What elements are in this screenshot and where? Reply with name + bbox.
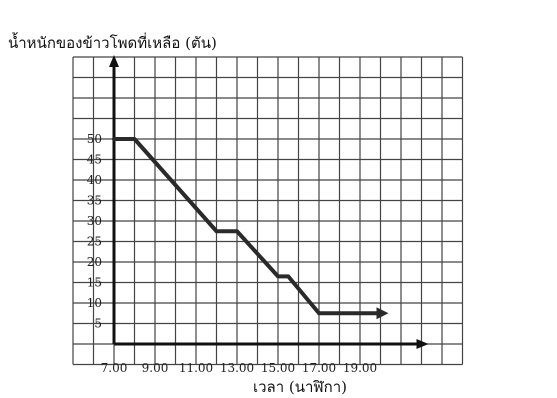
y-axis-arrowhead bbox=[109, 55, 119, 67]
x-tick-label: 19.00 bbox=[343, 361, 377, 375]
x-axis-label: เวลา (นาฬิกา) bbox=[253, 378, 347, 396]
y-tick-label: 5 bbox=[94, 317, 102, 331]
y-tick-label: 10 bbox=[87, 296, 102, 310]
x-tick-label: 17.00 bbox=[302, 361, 336, 375]
y-tick-label: 50 bbox=[87, 132, 102, 146]
x-axis-arrowhead bbox=[416, 339, 429, 349]
y-tick-label: 25 bbox=[87, 235, 102, 249]
series-line-arrowhead bbox=[376, 307, 389, 320]
grid bbox=[72, 56, 464, 366]
x-tick-label: 9.00 bbox=[142, 361, 169, 375]
x-tick-label: 15.00 bbox=[261, 361, 295, 375]
y-tick-label: 30 bbox=[87, 214, 102, 228]
y-tick-label: 15 bbox=[87, 276, 102, 290]
y-tick-label: 40 bbox=[87, 173, 102, 187]
y-tick-labels: 5 10 15 20 25 30 35 40 45 50 bbox=[87, 132, 102, 331]
x-tick-label: 13.00 bbox=[220, 361, 254, 375]
x-tick-label: 7.00 bbox=[101, 361, 128, 375]
y-tick-label: 20 bbox=[87, 255, 102, 269]
axes bbox=[109, 55, 429, 349]
series-layer bbox=[112, 137, 389, 320]
x-tick-labels: 7.00 9.00 11.00 13.00 15.00 17.00 19.00 bbox=[101, 361, 378, 375]
y-tick-label: 45 bbox=[87, 153, 102, 167]
y-tick-label: 35 bbox=[87, 194, 102, 208]
y-axis-label: น้ำหนักของข้าวโพดที่เหลือ (ตัน) bbox=[8, 32, 217, 52]
series-line bbox=[112, 137, 383, 316]
x-tick-label: 11.00 bbox=[179, 361, 213, 375]
